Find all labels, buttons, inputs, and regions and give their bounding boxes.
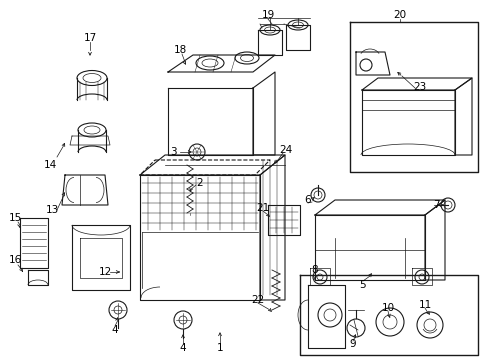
Text: 3: 3 (169, 147, 176, 157)
Text: 19: 19 (261, 10, 274, 20)
Text: 23: 23 (412, 82, 426, 92)
Text: 13: 13 (45, 205, 59, 215)
Text: 11: 11 (418, 300, 431, 310)
Text: 9: 9 (349, 339, 356, 349)
Text: 20: 20 (393, 10, 406, 20)
Text: 22: 22 (251, 295, 264, 305)
Text: 1: 1 (216, 343, 223, 353)
Text: 12: 12 (98, 267, 111, 277)
Text: 2: 2 (196, 178, 203, 188)
Text: 10: 10 (381, 303, 394, 313)
Text: 8: 8 (311, 265, 318, 275)
Text: 4: 4 (179, 343, 186, 353)
Text: 21: 21 (256, 203, 269, 213)
Text: 5: 5 (359, 280, 366, 290)
Text: 24: 24 (279, 145, 292, 155)
Text: 7: 7 (432, 200, 438, 210)
Text: 15: 15 (8, 213, 21, 223)
Text: 6: 6 (304, 195, 311, 205)
Text: 16: 16 (8, 255, 21, 265)
Text: 18: 18 (173, 45, 186, 55)
Text: 4: 4 (111, 325, 118, 335)
Text: 17: 17 (83, 33, 97, 43)
Text: 14: 14 (43, 160, 57, 170)
